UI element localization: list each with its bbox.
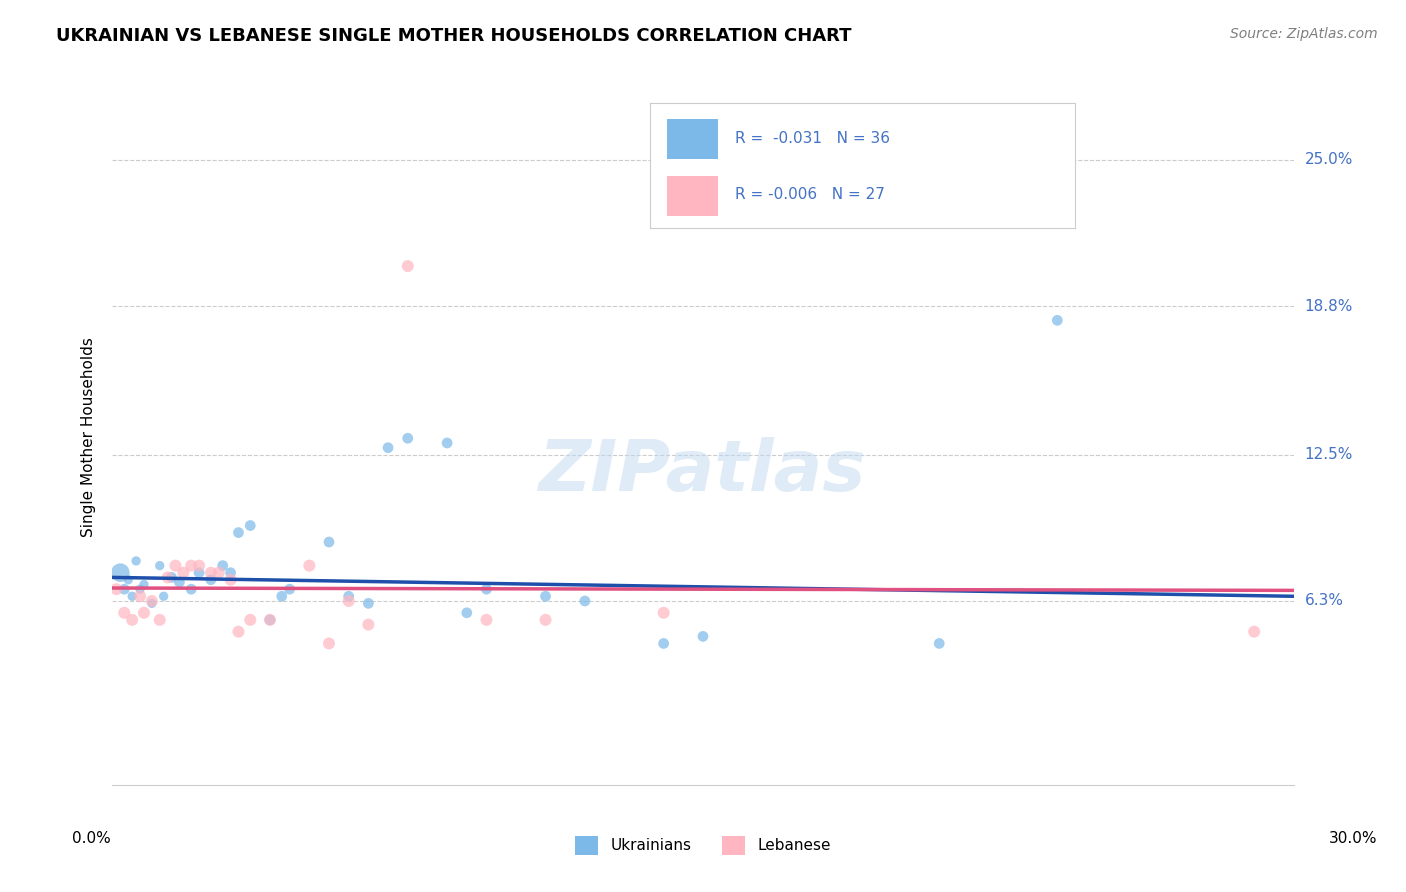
Point xyxy=(652,606,675,620)
Text: 6.3%: 6.3% xyxy=(1305,593,1344,608)
Legend: Ukrainians, Lebanese: Ukrainians, Lebanese xyxy=(569,830,837,861)
Point xyxy=(1046,313,1069,327)
Point xyxy=(112,582,135,597)
Point xyxy=(156,570,179,584)
Point xyxy=(574,594,596,608)
Point xyxy=(1243,624,1265,639)
Point xyxy=(141,594,163,608)
Point xyxy=(928,636,950,650)
Point xyxy=(318,535,340,549)
Point xyxy=(475,613,498,627)
Point xyxy=(396,259,419,273)
Point xyxy=(239,613,262,627)
Text: UKRAINIAN VS LEBANESE SINGLE MOTHER HOUSEHOLDS CORRELATION CHART: UKRAINIAN VS LEBANESE SINGLE MOTHER HOUS… xyxy=(56,27,852,45)
Text: ZIPatlas: ZIPatlas xyxy=(540,437,866,507)
Point xyxy=(132,577,155,591)
Point xyxy=(160,570,183,584)
Point xyxy=(180,582,202,597)
Point xyxy=(125,554,148,568)
Point xyxy=(357,617,380,632)
Point xyxy=(149,558,172,573)
Point xyxy=(228,525,250,540)
Point xyxy=(149,613,172,627)
Text: 0.0%: 0.0% xyxy=(72,831,111,846)
Point xyxy=(270,589,292,603)
Point xyxy=(534,613,557,627)
Point xyxy=(121,613,143,627)
Point xyxy=(129,582,152,597)
Text: 30.0%: 30.0% xyxy=(1329,831,1376,846)
Point xyxy=(298,558,321,573)
Text: 18.8%: 18.8% xyxy=(1305,299,1353,314)
Point xyxy=(121,589,143,603)
Point xyxy=(180,558,202,573)
Point xyxy=(112,606,135,620)
Point xyxy=(169,575,191,590)
Y-axis label: Single Mother Households: Single Mother Households xyxy=(80,337,96,537)
Text: 12.5%: 12.5% xyxy=(1305,447,1353,462)
Point xyxy=(239,518,262,533)
Point xyxy=(200,566,222,580)
Point xyxy=(129,589,152,603)
Point xyxy=(188,558,211,573)
Point xyxy=(396,431,419,445)
Point xyxy=(534,589,557,603)
Point xyxy=(692,629,714,643)
Point xyxy=(377,441,399,455)
Point xyxy=(200,573,222,587)
Point xyxy=(105,582,128,597)
Point xyxy=(475,582,498,597)
Point xyxy=(211,558,233,573)
Point xyxy=(188,566,211,580)
Point xyxy=(110,566,132,580)
Point xyxy=(228,624,250,639)
Point xyxy=(337,594,360,608)
Point xyxy=(172,566,194,580)
Point xyxy=(652,636,675,650)
Point xyxy=(117,573,139,587)
Point xyxy=(259,613,281,627)
Point xyxy=(436,436,458,450)
Point xyxy=(152,589,174,603)
Text: 25.0%: 25.0% xyxy=(1305,153,1353,168)
Point xyxy=(132,606,155,620)
Point xyxy=(165,558,187,573)
Point xyxy=(219,566,242,580)
Point xyxy=(259,613,281,627)
Point xyxy=(219,573,242,587)
Point xyxy=(456,606,478,620)
Point xyxy=(208,566,231,580)
Text: Source: ZipAtlas.com: Source: ZipAtlas.com xyxy=(1230,27,1378,41)
Point xyxy=(357,596,380,610)
Point xyxy=(337,589,360,603)
Point xyxy=(278,582,301,597)
Point xyxy=(318,636,340,650)
Point xyxy=(141,596,163,610)
